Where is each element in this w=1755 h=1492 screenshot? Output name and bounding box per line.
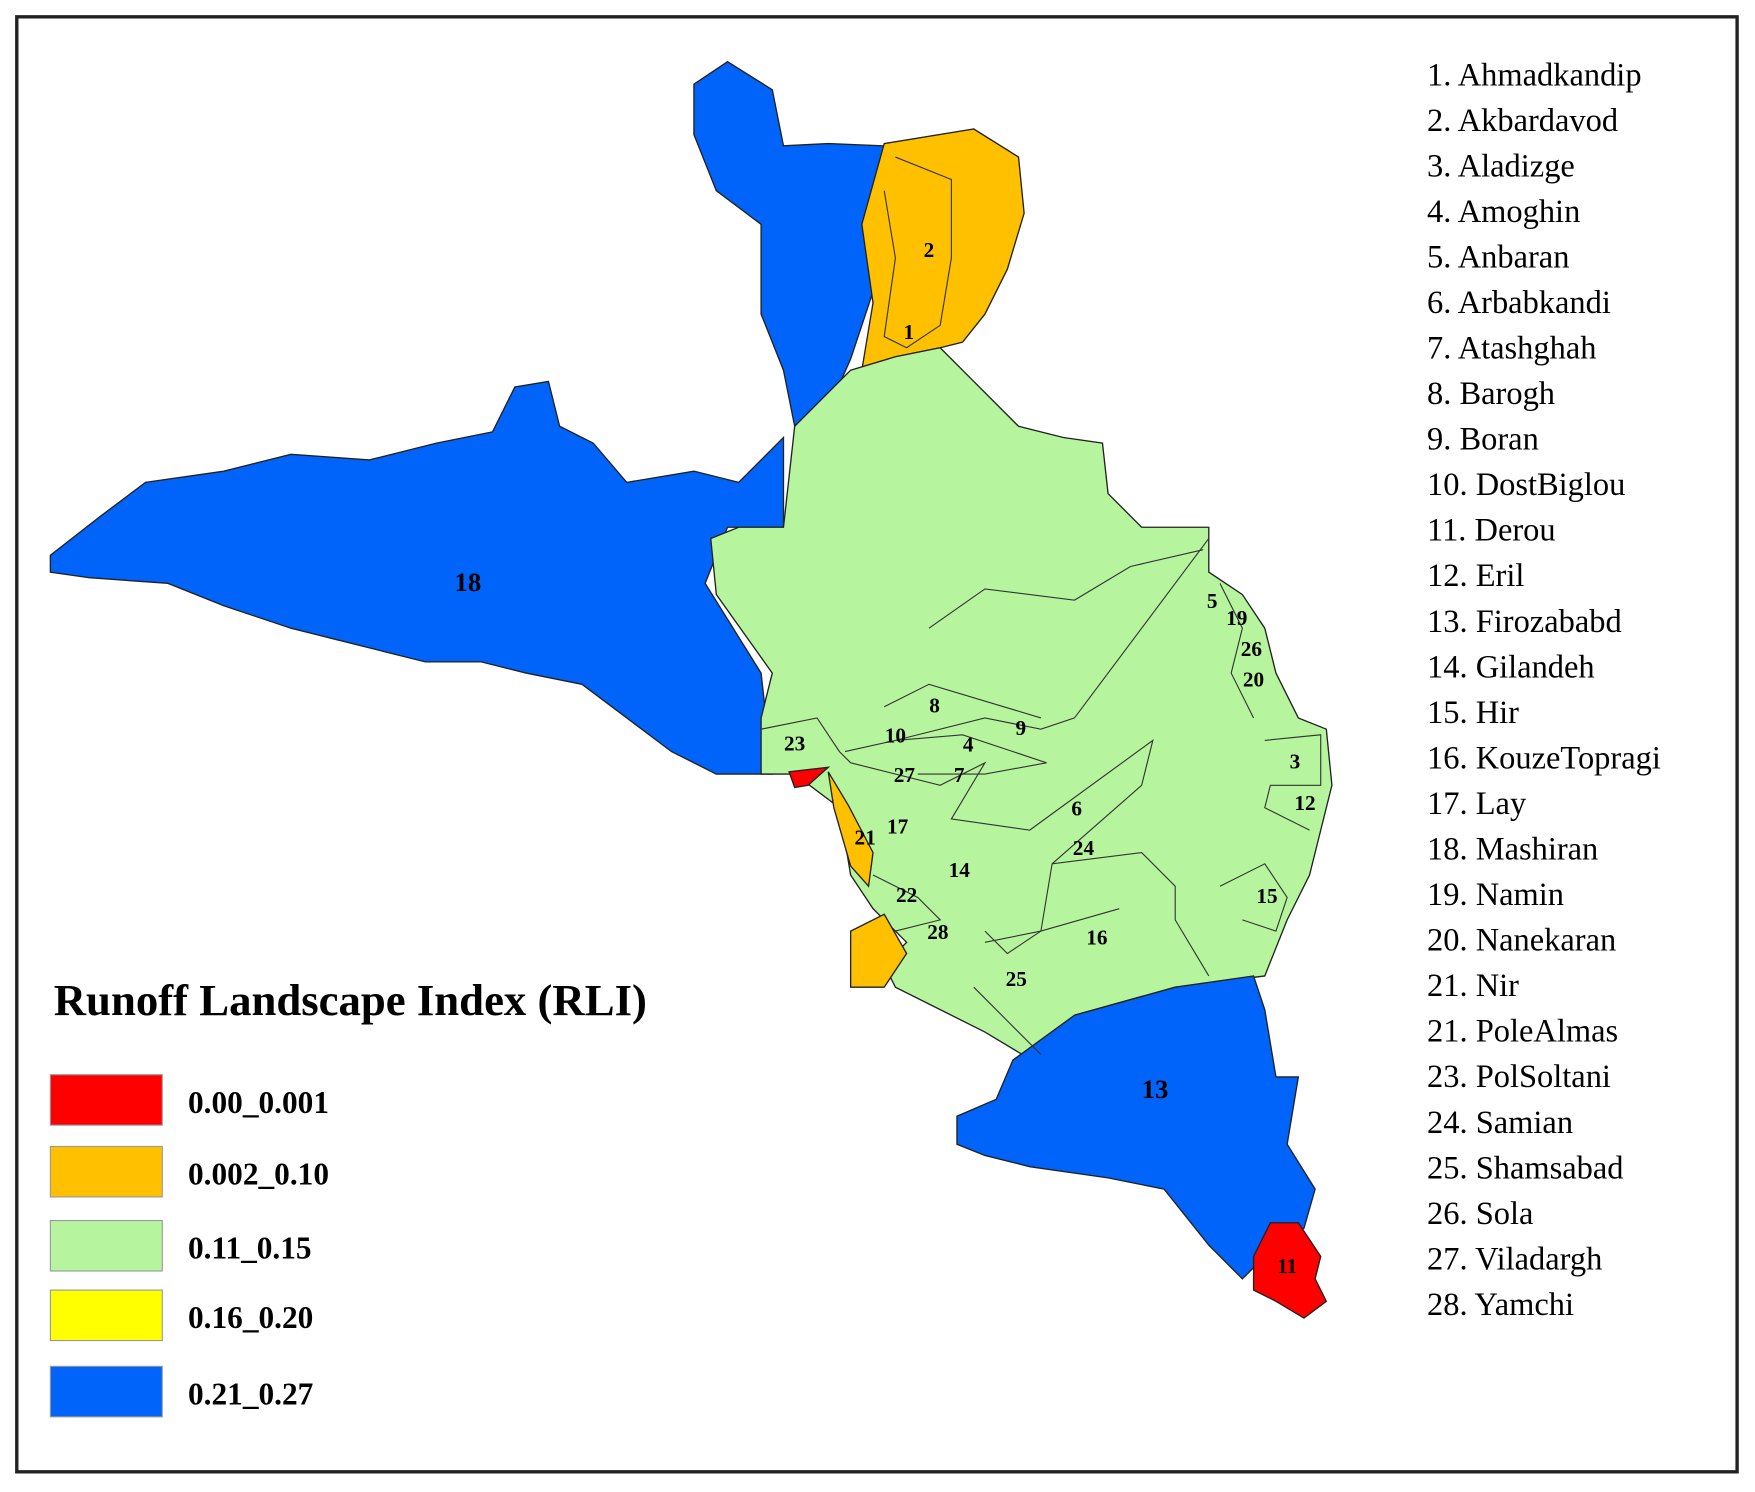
legend-title: Runoff Landscape Index (RLI) — [54, 975, 647, 1025]
region-label: 15 — [1256, 884, 1277, 908]
watershed-name: 28. Yamchi — [1427, 1287, 1574, 1323]
region-label: 24 — [1073, 836, 1095, 860]
region-label: 4 — [963, 733, 974, 757]
watershed-name: 21. PoleAlmas — [1427, 1014, 1618, 1050]
watershed-name: 26. Sola — [1427, 1196, 1533, 1232]
sub-boundaries — [760, 156, 1322, 1055]
watershed-name: 23. PolSoltani — [1427, 1059, 1611, 1095]
region-label: 10 — [885, 724, 906, 748]
watershed-name: 14. Gilandeh — [1427, 649, 1595, 685]
legend-swatch — [49, 1219, 163, 1272]
region-label: 27 — [894, 763, 916, 787]
watershed-name: 2. Akbardavod — [1427, 103, 1618, 139]
watershed-name: 16. KouzeTopragi — [1427, 740, 1661, 776]
legend-label: 0.00_0.001 — [188, 1085, 329, 1120]
watershed-name: 21. Nir — [1427, 968, 1519, 1004]
region — [788, 766, 831, 789]
legend-swatch — [49, 1365, 163, 1418]
region-label: 16 — [1086, 926, 1108, 950]
region-label: 26 — [1241, 637, 1263, 661]
watershed-name: 10. DostBiglou — [1427, 467, 1625, 503]
legend-swatch — [49, 1289, 163, 1342]
watershed-name: 4. Amoghin — [1427, 194, 1580, 230]
region-label: 11 — [1277, 1254, 1297, 1278]
region-label: 13 — [1142, 1074, 1169, 1104]
watershed-name: 3. Aladizge — [1427, 148, 1575, 184]
watershed-name: 9. Boran — [1427, 422, 1539, 458]
region-label: 14 — [949, 858, 971, 882]
watershed-name: 13. Firozababd — [1427, 604, 1622, 640]
region-label: 18 — [454, 567, 481, 597]
watershed-name: 18. Mashiran — [1427, 831, 1598, 867]
legend-label: 0.16_0.20 — [188, 1300, 313, 1335]
region-label: 3 — [1290, 749, 1301, 773]
region-label: 21 — [855, 826, 876, 850]
region-label: 22 — [896, 883, 917, 907]
region-label: 20 — [1243, 668, 1264, 692]
region-label: 2 — [924, 238, 935, 262]
region-label: 17 — [887, 814, 909, 838]
region-label: 28 — [927, 920, 948, 944]
watershed-name: 12. Eril — [1427, 558, 1524, 594]
watershed-name: 25. Shamsabad — [1427, 1150, 1623, 1186]
region-label: 6 — [1071, 797, 1082, 821]
region-label: 19 — [1226, 606, 1247, 630]
region-label: 25 — [1006, 967, 1027, 991]
region-label: 9 — [1015, 716, 1026, 740]
legend-label: 0.11_0.15 — [188, 1231, 312, 1266]
watershed-name: 17. Lay — [1427, 786, 1527, 822]
region — [860, 128, 1025, 372]
watershed-name: 24. Samian — [1427, 1105, 1573, 1141]
region — [849, 913, 908, 988]
watershed-name: 15. Hir — [1427, 695, 1519, 731]
legend-swatch — [49, 1074, 163, 1126]
region-label: 8 — [929, 693, 940, 717]
region-label: 12 — [1294, 791, 1315, 815]
watershed-name: 1. Ahmadkandip — [1427, 57, 1641, 93]
region — [827, 771, 874, 888]
watershed-name: 19. Namin — [1427, 877, 1564, 913]
watershed-name: 11. Derou — [1427, 513, 1556, 549]
watershed-name: 5. Anbaran — [1427, 239, 1569, 275]
watershed-name: 20. Nanekaran — [1427, 923, 1616, 959]
legend-label: 0.002_0.10 — [188, 1157, 329, 1192]
legend-swatch — [49, 1145, 163, 1198]
region — [710, 347, 1333, 1067]
region-label: 23 — [784, 731, 805, 755]
watershed-name: 8. Barogh — [1427, 376, 1555, 412]
region — [1252, 1222, 1328, 1319]
watershed-name: 27. Viladargh — [1427, 1241, 1602, 1277]
region-label: 5 — [1207, 589, 1218, 613]
region-label: 1 — [904, 320, 915, 344]
watershed-name: 7. Atashghah — [1427, 330, 1596, 366]
legend-label: 0.21_0.27 — [188, 1376, 313, 1411]
region-label: 7 — [954, 763, 965, 787]
watershed-name: 6. Arbabkandi — [1427, 285, 1611, 321]
